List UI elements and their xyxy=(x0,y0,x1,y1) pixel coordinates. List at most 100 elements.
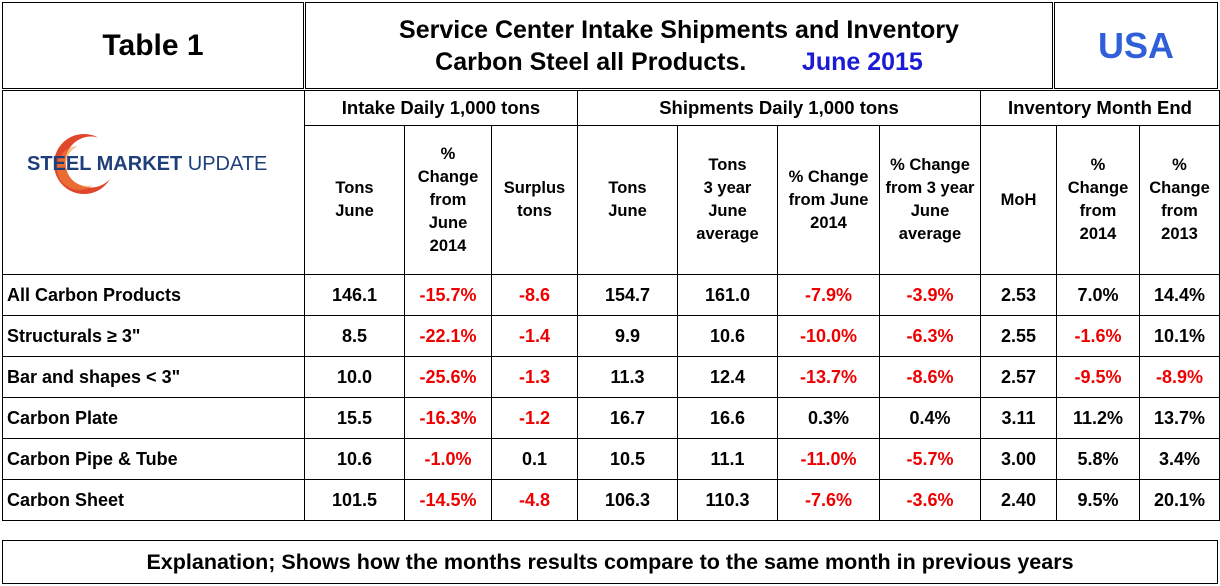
column-header-line: % Change xyxy=(890,156,970,174)
table-cell: -13.7% xyxy=(777,356,880,398)
table-cell: 11.1 xyxy=(677,438,778,480)
table-cell: 10.6 xyxy=(677,315,778,357)
table-cell: 13.7% xyxy=(1139,397,1220,439)
row-label: Carbon Sheet xyxy=(2,479,305,521)
table-cell: 101.5 xyxy=(304,479,405,521)
column-header-line: % xyxy=(1090,156,1106,174)
column-header-line: average xyxy=(696,225,759,243)
table-cell: -1.4 xyxy=(491,315,578,357)
title-line-1: Service Center Intake Shipments and Inve… xyxy=(399,16,959,44)
table-row: All Carbon Products 146.1 -15.7% -8.6 154.7 1… xyxy=(2,274,1220,316)
column-header-line: June xyxy=(910,202,950,220)
group-header-row: STEEL MARKET UPDATE Intake Daily 1,000 t… xyxy=(2,90,1220,275)
column-header-row: Tons June% Change from June 2014 Surplus tons To… xyxy=(3,125,1220,275)
row-label: Structurals ≥ 3" xyxy=(2,315,305,357)
column-header-line: from June xyxy=(788,190,869,209)
table-cell: 2.55 xyxy=(980,315,1057,357)
column-header-line: tons xyxy=(517,202,552,220)
table-cell: -5.7% xyxy=(879,438,981,480)
table-cell: 0.4% xyxy=(879,397,981,439)
table-cell: 11.2% xyxy=(1056,397,1140,439)
column-header-9: % Change from 2013 xyxy=(1139,125,1220,275)
column-header-line: June xyxy=(335,202,374,220)
table-row: Carbon Pipe & Tube 10.6 -1.0% 0.1 10.5 11.1 -1… xyxy=(2,438,1220,480)
column-header-3: Tons June xyxy=(577,125,678,275)
column-header-line: 2013 xyxy=(1161,225,1198,243)
row-label: Carbon Plate xyxy=(2,397,305,439)
table-cell: -8.9% xyxy=(1139,356,1220,398)
column-header-line: 2014 xyxy=(1079,225,1117,243)
table-cell: 9.9 xyxy=(577,315,678,357)
title-line-2: Carbon Steel all Products. June 2015 xyxy=(306,48,1052,77)
table-cell: 11.3 xyxy=(577,356,678,398)
table-cell: 2.53 xyxy=(980,274,1057,316)
logo-word-market: MARKET xyxy=(91,153,182,175)
column-header-4: Tons 3 year June average xyxy=(677,125,778,275)
title-date: June 2015 xyxy=(801,48,923,76)
table-cell: 16.6 xyxy=(677,397,778,439)
column-header-line: Change xyxy=(1067,179,1129,197)
table-body: All Carbon Products 146.1 -15.7% -8.6 154.7 1… xyxy=(2,274,1220,521)
row-label: All Carbon Products xyxy=(2,274,305,316)
column-header-line: average xyxy=(898,225,962,243)
column-header-line: Tons xyxy=(335,179,374,197)
explanation-footer: Explanation; Shows how the months result… xyxy=(2,540,1218,584)
table-cell: 20.1% xyxy=(1139,479,1220,521)
table-cell: -8.6 xyxy=(491,274,578,316)
table-cell: 10.1% xyxy=(1139,315,1220,357)
column-header-line: Tons xyxy=(608,179,647,197)
table-cell: 106.3 xyxy=(577,479,678,521)
logo-word-update: UPDATE xyxy=(182,153,267,175)
table-cell: -6.3% xyxy=(879,315,981,357)
column-header-2: Surplus tons xyxy=(491,125,578,275)
table-cell: 0.1 xyxy=(491,438,578,480)
group-header-0: Intake Daily 1,000 tons xyxy=(304,90,578,126)
table-cell: -16.3% xyxy=(404,397,492,439)
column-header-line: from 3 year xyxy=(885,179,975,197)
table-cell: 3.4% xyxy=(1139,438,1220,480)
column-header-0: Tons June xyxy=(304,125,405,275)
table-cell: -1.3 xyxy=(491,356,578,398)
table-cell: -14.5% xyxy=(404,479,492,521)
table-cell: 10.0 xyxy=(304,356,405,398)
table-cell: -11.0% xyxy=(777,438,880,480)
table-cell: -22.1% xyxy=(404,315,492,357)
table-cell: 0.3% xyxy=(777,397,880,439)
table-row: Carbon Plate 15.5 -16.3% -1.2 16.7 16.6 0.3% 0.… xyxy=(2,397,1220,439)
table-label: Table 1 xyxy=(102,29,204,62)
row-label: Carbon Pipe & Tube xyxy=(2,438,305,480)
table-cell: 110.3 xyxy=(677,479,778,521)
row-label: Bar and shapes < 3" xyxy=(2,356,305,398)
group-header-1: Shipments Daily 1,000 tons xyxy=(577,90,981,126)
column-header-7: MoH xyxy=(980,125,1057,275)
column-header-1: % Change from June 2014 xyxy=(404,125,492,275)
table-cell: -3.9% xyxy=(879,274,981,316)
table-cell: 8.5 xyxy=(304,315,405,357)
table-cell: 2.40 xyxy=(980,479,1057,521)
table-cell: -4.8 xyxy=(491,479,578,521)
data-table: STEEL MARKET UPDATE Intake Daily 1,000 t… xyxy=(2,90,1220,521)
table-cell: 10.5 xyxy=(577,438,678,480)
table-cell: 14.4% xyxy=(1139,274,1220,316)
column-header-line: MoH xyxy=(1000,190,1037,209)
table-cell: -8.6% xyxy=(879,356,981,398)
column-header-line: % Change xyxy=(788,167,869,186)
column-header-line: 2014 xyxy=(810,213,847,232)
table-cell: 146.1 xyxy=(304,274,405,316)
column-header-line: June xyxy=(428,213,468,232)
column-header-line: Change xyxy=(417,167,479,186)
table-cell: -1.2 xyxy=(491,397,578,439)
column-header-line: Tons xyxy=(708,156,747,174)
column-header-line: from xyxy=(1161,202,1198,220)
table-cell: 161.0 xyxy=(677,274,778,316)
column-header-line: 2014 xyxy=(429,236,467,255)
table-cell: -7.6% xyxy=(777,479,880,521)
title-subject: Carbon Steel all Products. xyxy=(435,48,747,76)
table-cell: -3.6% xyxy=(879,479,981,521)
column-header-line: June xyxy=(608,202,647,220)
table-cell: -25.6% xyxy=(404,356,492,398)
column-header-5: % Change from June 2014 xyxy=(777,125,880,275)
column-header-line: from xyxy=(429,190,467,209)
column-header-line: 3 year xyxy=(703,179,752,197)
